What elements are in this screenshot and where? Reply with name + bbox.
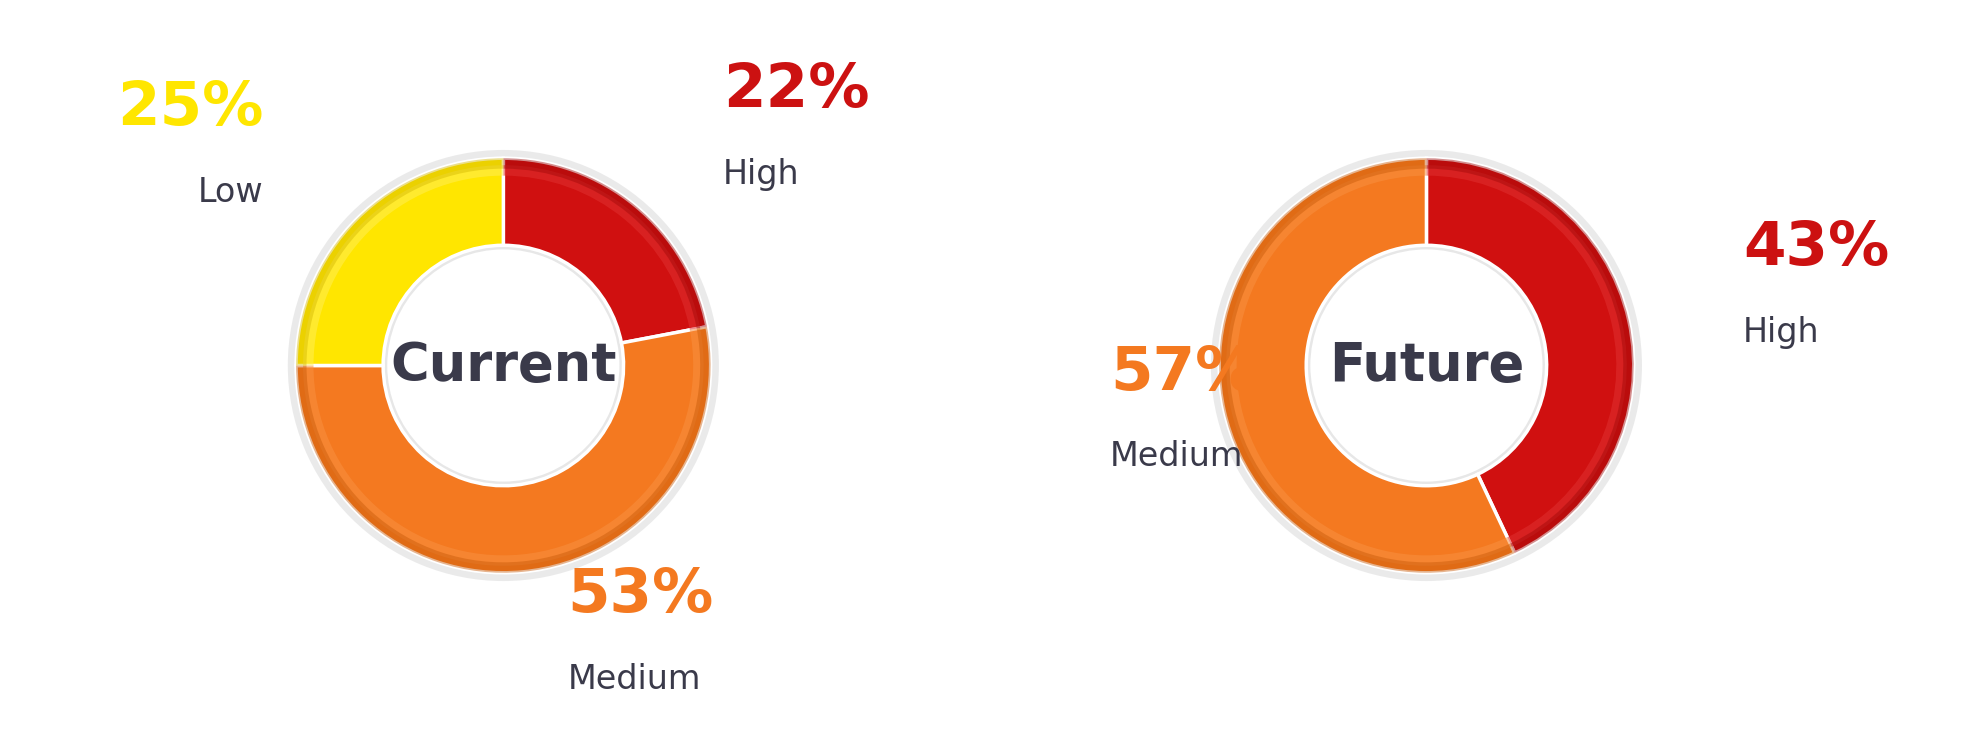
Wedge shape: [1426, 165, 1626, 547]
Text: 43%: 43%: [1742, 219, 1888, 279]
Wedge shape: [296, 327, 710, 573]
Wedge shape: [288, 150, 718, 581]
Wedge shape: [1219, 158, 1513, 573]
Text: Current: Current: [391, 339, 616, 392]
Wedge shape: [375, 237, 631, 494]
Text: Medium: Medium: [568, 663, 700, 696]
Wedge shape: [296, 158, 503, 366]
Wedge shape: [503, 158, 706, 343]
Text: Future: Future: [1328, 339, 1523, 392]
Wedge shape: [503, 165, 700, 330]
Text: 22%: 22%: [722, 61, 870, 120]
Text: Medium: Medium: [1109, 440, 1243, 474]
Text: 25%: 25%: [116, 80, 264, 138]
Wedge shape: [304, 328, 702, 566]
Text: High: High: [1742, 316, 1819, 349]
Text: High: High: [722, 158, 799, 191]
Wedge shape: [1209, 150, 1642, 581]
Text: Low: Low: [197, 175, 264, 208]
Wedge shape: [1426, 158, 1634, 553]
Wedge shape: [1298, 237, 1555, 494]
Wedge shape: [296, 327, 710, 573]
Wedge shape: [1426, 158, 1634, 553]
Wedge shape: [503, 158, 706, 329]
Text: 53%: 53%: [568, 567, 714, 626]
Wedge shape: [304, 165, 503, 366]
Wedge shape: [1225, 165, 1511, 566]
Wedge shape: [1219, 158, 1513, 573]
Text: 57%: 57%: [1109, 344, 1257, 403]
Wedge shape: [296, 158, 503, 366]
